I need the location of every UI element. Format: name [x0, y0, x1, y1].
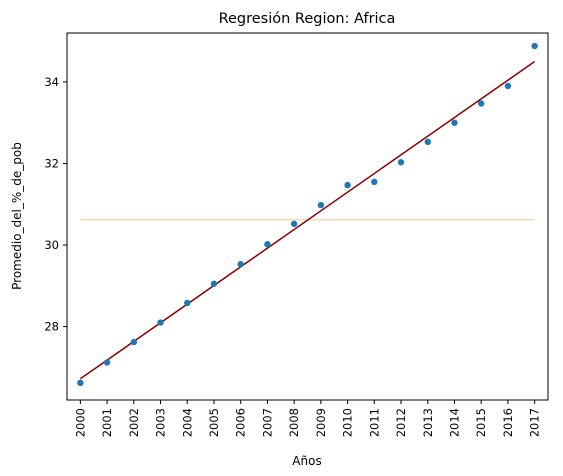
x-tick-label: 2003 [154, 408, 168, 437]
x-tick-label: 2014 [447, 408, 461, 437]
data-point [477, 100, 485, 107]
plot-area [77, 42, 538, 387]
data-point [264, 241, 271, 248]
x-tick-label: 2017 [528, 408, 542, 437]
data-point [424, 138, 431, 146]
y-tick-label: 34 [44, 75, 59, 89]
x-tick-label: 2015 [474, 408, 488, 437]
plot-frame [66, 32, 549, 401]
y-tick-label: 30 [44, 238, 59, 252]
data-point [77, 379, 84, 387]
x-tick-label: 2012 [394, 408, 408, 437]
x-tick-label: 2004 [180, 408, 194, 437]
data-point [103, 359, 111, 366]
x-tick-label: 2010 [341, 408, 355, 437]
x-tick-label: 2008 [287, 408, 301, 437]
x-tick-label: 2006 [234, 408, 248, 437]
data-point [397, 159, 405, 166]
data-point [290, 220, 298, 228]
chart-title: Regresión Region: Africa [219, 11, 396, 27]
data-point [504, 82, 512, 90]
x-tick-label: 2007 [260, 408, 274, 437]
y-tick-label: 28 [44, 320, 59, 334]
x-tick-label: 2001 [100, 408, 114, 437]
x-tick-label: 2013 [421, 408, 435, 437]
x-tick-label: 2000 [73, 408, 87, 437]
data-point [210, 280, 218, 287]
regression-line [79, 60, 536, 380]
data-point [344, 181, 351, 189]
data-point [317, 201, 325, 209]
data-point [451, 119, 458, 126]
y-tick-label: 32 [44, 156, 59, 170]
data-point [157, 319, 164, 326]
data-point [130, 338, 138, 346]
x-axis-label: Años [292, 454, 321, 468]
data-point [237, 261, 244, 268]
x-axis: 2000 2001 2002 2003 2004 2005 2006 2007 2008 2009… [73, 400, 542, 437]
x-tick-label: 2009 [314, 408, 328, 437]
x-tick-label: 2016 [501, 408, 515, 437]
x-tick-label: 2005 [207, 408, 221, 437]
y-axis-label: Promedio_del_%_de_pob [10, 142, 24, 290]
data-point [531, 42, 538, 50]
x-tick-label: 2002 [127, 408, 141, 437]
data-point [371, 178, 378, 186]
y-axis: 28 30 32 34 [44, 75, 67, 334]
data-point [184, 299, 191, 307]
x-tick-label: 2011 [367, 408, 381, 437]
